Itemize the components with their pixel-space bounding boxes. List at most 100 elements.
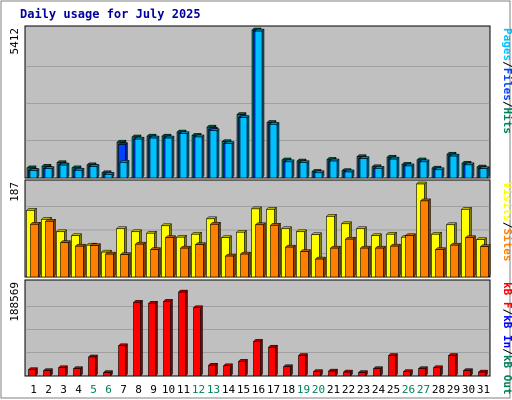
panel-bottom: 188569 kB F/kB In/kB Out [8,279,512,395]
legend-part: Visits [501,182,512,222]
x-tick-label: 31 [477,383,490,396]
bar-kb-f-day-12 [192,305,204,377]
bar-sites-day-26 [404,233,417,278]
bar-pages-day-25 [389,156,400,179]
legend-part: kB Out [501,355,512,395]
bar-pages-day-18 [284,159,295,179]
bar-kb-f-day-30 [462,368,474,377]
x-tick-label: 28 [432,383,445,396]
x-tick-label: 23 [357,383,370,396]
bar-sites-day-14 [224,253,237,278]
bar-sites-day-2 [44,218,57,278]
x-tick-label: 7 [120,383,127,396]
bar-sites-day-25 [389,243,402,278]
chart-title: Daily usage for July 2025 [20,7,201,21]
bar-sites-day-16 [254,222,267,278]
bar-pages-day-31 [479,166,490,179]
y-max-label: 188569 [8,282,21,322]
bar-kb-f-day-21 [327,368,339,377]
bar-pages-day-28 [434,167,445,179]
legend-part: Files [501,68,512,101]
bar-pages-day-12 [194,134,205,179]
x-tick-label: 10 [162,383,175,396]
bar-pages-day-3 [59,162,70,179]
bar-sites-day-23 [359,245,372,278]
bar-kb-f-day-29 [447,352,459,377]
bar-sites-day-9 [149,247,162,278]
x-tick-label: 22 [342,383,355,396]
bar-sites-day-29 [449,242,462,278]
x-tick-label: 24 [372,383,386,396]
bar-kb-f-day-26 [402,369,414,377]
x-tick-label: 11 [177,383,190,396]
bar-sites-day-17 [269,222,282,278]
x-tick-label: 9 [150,383,157,396]
bar-kb-f-day-6 [102,369,114,377]
y-max-label: 5412 [8,28,21,55]
legend-part: / [501,61,512,68]
x-tick-label: 4 [75,383,82,396]
x-tick-label: 8 [135,383,142,396]
bar-sites-day-30 [464,235,477,278]
series-legend-label: kB F/kB In/kB Out [501,282,512,395]
bar-kb-f-day-3 [57,365,69,377]
bar-sites-day-18 [284,244,297,278]
bar-kb-f-day-31 [477,369,489,377]
bar-pages-day-20 [314,170,325,179]
x-tick-label: 2 [45,383,52,396]
bar-pages-day-16 [254,28,265,179]
bar-kb-f-day-13 [207,362,219,377]
bar-kb-f-day-22 [342,369,354,377]
bar-kb-f-day-9 [147,300,159,377]
bar-kb-f-day-1 [27,367,39,377]
legend-part: Hits [501,108,512,135]
x-tick-label: 17 [267,383,280,396]
x-tick-label: 6 [105,383,112,396]
bar-sites-day-19 [299,249,312,278]
bar-sites-day-4 [74,243,87,278]
bar-sites-day-1 [29,221,42,278]
x-tick-label: 14 [222,383,236,396]
series-legend-label: Visits/Sites [501,182,512,262]
bar-kb-f-day-15 [237,358,249,377]
bar-pages-day-19 [299,160,310,179]
bar-pages-day-9 [149,135,160,179]
bar-kb-f-day-10 [162,298,174,377]
bar-pages-day-22 [344,169,355,179]
bar-pages-day-14 [224,140,235,179]
bar-kb-f-day-14 [222,363,234,377]
bar-kb-f-day-25 [387,352,399,377]
legend-part: / [501,348,512,355]
x-tick-label: 19 [297,383,310,396]
bar-kb-f-day-7 [117,343,129,377]
x-tick-label: 15 [237,383,250,396]
bar-sites-day-12 [194,242,207,278]
x-tick-label: 13 [207,383,220,396]
bar-pages-day-6 [104,171,115,179]
series-legend-label: Pages/Files/Hits [501,28,512,134]
bar-sites-day-6 [104,251,117,278]
bar-pages-day-26 [404,163,415,179]
bar-pages-day-5 [89,163,100,179]
bar-kb-f-day-20 [312,369,324,377]
x-tick-label: 30 [462,383,475,396]
series-pages [29,28,490,179]
series-kb-f [27,289,489,377]
bar-pages-day-29 [449,153,460,179]
bar-kb-f-day-27 [417,366,429,377]
bar-pages-day-24 [374,165,385,179]
bar-sites-day-24 [374,245,387,278]
x-tick-label: 12 [192,383,205,396]
bar-kb-f-day-8 [132,299,144,377]
bar-sites-day-20 [314,256,327,278]
bar-pages-day-4 [74,167,85,179]
bar-sites-day-13 [209,221,222,278]
x-tick-label: 18 [282,383,295,396]
legend-part: / [501,309,512,316]
bar-sites-day-11 [179,245,192,278]
bar-pages-day-7 [119,159,130,179]
x-tick-label: 3 [60,383,67,396]
bar-kb-f-day-5 [87,354,99,377]
